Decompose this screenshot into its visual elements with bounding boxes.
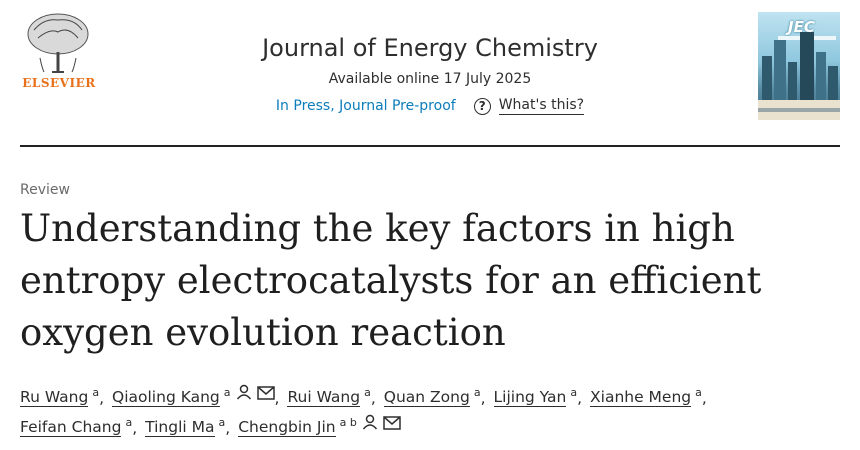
author-link[interactable]: Quan Zong a [383, 386, 481, 407]
envelope-icon [256, 386, 275, 404]
status-row: In Press, Journal Pre-proof ? What's thi… [160, 97, 700, 115]
whats-this-button[interactable]: ? What's this? [473, 97, 585, 115]
affiliation-marker: a [218, 416, 226, 429]
author-link[interactable]: Chengbin Jin a b [238, 414, 401, 437]
cover-building [774, 40, 786, 102]
publisher-name: ELSEVIER [22, 76, 96, 90]
cover-building [816, 52, 826, 102]
author-name: Qiaoling Kang [112, 388, 220, 407]
affiliation-marker: a [92, 386, 100, 399]
author-link[interactable]: Ru Wang a [20, 386, 100, 407]
cover-road [758, 108, 840, 112]
header-divider [20, 145, 840, 147]
elsevier-tree-logo[interactable] [20, 12, 96, 94]
in-press-link[interactable]: In Press, Journal Pre-proof [275, 98, 456, 114]
affiliation-marker: a [125, 416, 133, 429]
separator: , [480, 389, 486, 407]
cover-building [788, 62, 797, 102]
separator: , [701, 389, 707, 407]
article-title: Understanding the key factors in high en… [20, 207, 762, 354]
separator: , [132, 419, 138, 437]
question-circle-icon: ? [473, 97, 491, 115]
author-link[interactable]: Qiaoling Kang a [112, 384, 275, 407]
separator: , [225, 419, 231, 437]
author-link[interactable]: Tingli Ma a [145, 416, 226, 437]
author-name: Xianhe Meng [590, 388, 692, 407]
author-name: Feifan Chang [20, 418, 122, 437]
available-online-date: Available online 17 July 2025 [328, 71, 532, 87]
author-link[interactable]: Feifan Chang a [20, 416, 133, 437]
author-name: Tingli Ma [145, 418, 215, 437]
cover-title: JEC [788, 18, 815, 36]
journal-header: Journal of Energy Chemistry Available on… [160, 34, 700, 115]
author-link[interactable]: Xianhe Meng a [590, 386, 702, 407]
affiliation-marker: a [695, 386, 702, 399]
affiliation-marker: a [473, 386, 481, 399]
affiliation-marker: a b [339, 416, 357, 429]
cover-building [828, 66, 838, 102]
author-name: Rui Wang [287, 388, 361, 407]
affiliation-marker: a [364, 386, 371, 399]
article-type: Review [20, 182, 70, 198]
author-list-line-2: Feifan Chang a , Tingli Ma a , Chengbin … [20, 414, 401, 437]
journal-cover-image[interactable]: JEC [758, 12, 840, 120]
separator: , [370, 389, 376, 407]
cover-building [762, 56, 772, 102]
separator: , [577, 389, 583, 407]
affiliation-marker: a [223, 386, 231, 399]
separator: , [99, 389, 105, 407]
person-icon [236, 384, 252, 404]
whats-this-label: What's this? [498, 97, 585, 115]
author-list-line-1: Ru Wang a , Qiaoling Kang a , Rui Wang a… [20, 384, 715, 407]
author-link[interactable]: Lijing Yan a [493, 386, 578, 407]
author-name: Chengbin Jin [238, 418, 336, 437]
author-link[interactable]: Rui Wang a [287, 386, 371, 407]
author-name: Lijing Yan [493, 388, 567, 407]
author-name: Ru Wang [20, 388, 89, 407]
envelope-icon [383, 416, 401, 434]
person-icon [362, 414, 378, 434]
separator: , [274, 389, 280, 407]
author-name: Quan Zong [383, 388, 470, 407]
affiliation-marker: a [570, 386, 578, 399]
journal-title-link[interactable]: Journal of Energy Chemistry [262, 34, 598, 62]
cover-building [800, 32, 814, 102]
